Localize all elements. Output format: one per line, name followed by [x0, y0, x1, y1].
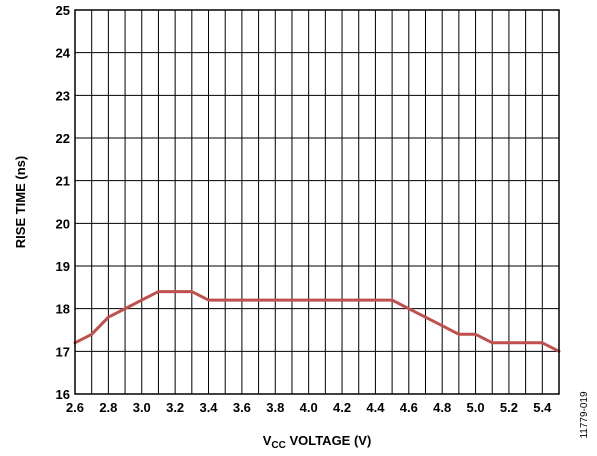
x-tick-label: 3.0	[133, 400, 151, 415]
y-tick-label: 17	[56, 344, 70, 359]
y-axis-title: RISE TIME (ns)	[13, 156, 28, 248]
y-tick-label: 20	[56, 216, 70, 231]
x-tick-label: 2.8	[99, 400, 117, 415]
x-axis-title-subscript: CC	[271, 440, 285, 451]
x-tick-label: 4.2	[333, 400, 351, 415]
x-tick-label: 4.6	[400, 400, 418, 415]
x-axis-title: VCC VOLTAGE (V)	[263, 433, 372, 451]
plot-frame	[74, 9, 560, 395]
x-axis-title-suffix: VOLTAGE (V)	[286, 433, 371, 448]
x-tick-label: 4.4	[366, 400, 385, 415]
x-tick-label: 4.8	[433, 400, 451, 415]
x-axis-title-prefix: V	[263, 433, 272, 448]
x-tick-label: 3.8	[266, 400, 284, 415]
series-line-rise-time	[73, 290, 561, 353]
x-tick-label: 5.2	[500, 400, 518, 415]
x-tick-labels: 2.6 2.8 3.0 3.2 3.4 3.6 3.8 4.0 4.2 4.4 4.6 4.8 5.0 5…	[66, 400, 552, 415]
series-layer	[73, 290, 561, 353]
x-tick-label: 2.6	[66, 400, 84, 415]
figure-id: 11779-019	[579, 391, 590, 439]
y-tick-label: 25	[56, 3, 70, 18]
y-tick-label: 22	[56, 131, 70, 146]
y-tick-label: 19	[56, 259, 70, 274]
y-tick-labels: 16 17 18 19 20 21 22 23 24 25	[56, 3, 71, 402]
x-tick-label: 3.6	[233, 400, 251, 415]
x-tick-label: 5.0	[467, 400, 485, 415]
x-tick-label: 5.4	[533, 400, 552, 415]
grid-lines	[75, 10, 559, 394]
y-tick-label: 23	[56, 88, 70, 103]
y-tick-label: 21	[56, 174, 70, 189]
x-tick-label: 3.4	[199, 400, 218, 415]
y-tick-label: 24	[56, 46, 71, 61]
x-tick-label: 4.0	[300, 400, 318, 415]
y-tick-label: 16	[56, 387, 70, 402]
y-tick-label: 18	[56, 302, 70, 317]
x-tick-label: 3.2	[166, 400, 184, 415]
